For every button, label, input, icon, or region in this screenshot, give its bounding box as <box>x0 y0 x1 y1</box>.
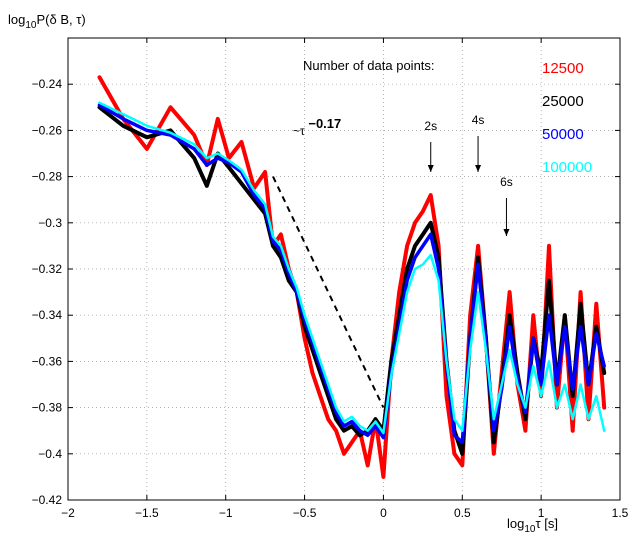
x-tick-label: 1 <box>538 506 545 520</box>
y-tick-label: −0.24 <box>32 77 63 91</box>
y-tick-label: −0.4 <box>38 447 62 461</box>
legend-title: Number of data points: <box>303 58 435 73</box>
y-axis-label: log10P(δ B, τ) <box>8 12 86 31</box>
legend-entry-50000: 50000 <box>542 126 584 143</box>
annotation-arrowhead <box>427 165 434 172</box>
legend-entry-12500: 12500 <box>542 60 584 77</box>
x-tick-label: 0.5 <box>454 506 471 520</box>
y-tick-label: −0.38 <box>32 401 63 415</box>
x-tick-label: 0 <box>380 506 387 520</box>
y-tick-label: −0.26 <box>32 123 63 137</box>
annotation-label-2s: 2s <box>424 119 437 133</box>
legend-entry-25000: 25000 <box>542 93 584 110</box>
y-tick-label: −0.42 <box>32 493 63 507</box>
annotation-label-6s: 6s <box>500 175 513 189</box>
series-line-100000 <box>98 101 606 435</box>
annotations: 2s 4s 6s <box>424 113 513 236</box>
annotation-label-4s: 4s <box>472 113 485 127</box>
annotation-arrowhead <box>503 229 510 236</box>
reference-dashed-line <box>272 176 385 409</box>
legend: Number of data points: 12500 25000 50000 100… <box>303 58 592 176</box>
annotation-arrowhead <box>475 165 482 172</box>
reference-line-group: ~τ −0.17 <box>272 116 385 409</box>
ticks: −2 −1.5 −1 −0.5 0 0.5 1 1.5 −0.42 −0.4 −0.38 −0.36 −… <box>32 38 629 520</box>
series-group <box>97 75 607 479</box>
legend-entry-100000: 100000 <box>542 159 592 176</box>
y-tick-label: −0.36 <box>32 354 63 368</box>
y-tick-label: −0.28 <box>32 170 63 184</box>
reference-line-label: ~τ −0.17 <box>293 116 341 138</box>
y-tick-label: −0.3 <box>38 216 62 230</box>
x-tick-label: −2 <box>61 506 75 520</box>
x-tick-label: 1.5 <box>612 506 629 520</box>
y-tick-label: −0.32 <box>32 262 63 276</box>
x-tick-label: −0.5 <box>293 506 317 520</box>
x-tick-label: −1 <box>219 506 233 520</box>
x-axis-label: log10τ [s] <box>507 516 558 535</box>
y-tick-label: −0.34 <box>32 308 63 322</box>
x-tick-label: −1.5 <box>135 506 159 520</box>
